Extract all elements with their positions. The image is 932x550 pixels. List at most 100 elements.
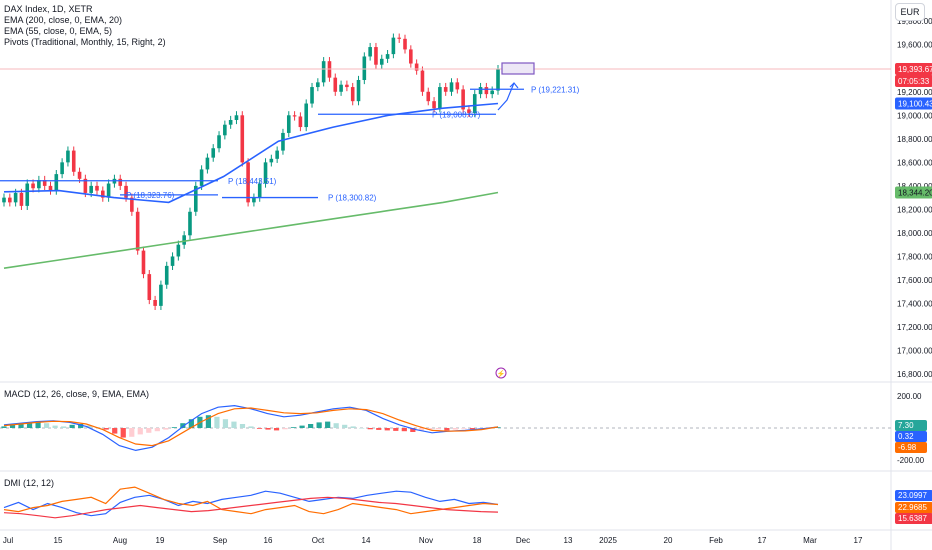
candle-body xyxy=(8,197,12,203)
candle-body xyxy=(199,169,204,186)
legend-ema200: EMA (200, close, 0, EMA, 20) xyxy=(4,15,123,25)
candle-body xyxy=(310,87,314,104)
x-tick-label: 14 xyxy=(362,536,371,545)
macd-bar xyxy=(129,428,135,437)
candle-body xyxy=(71,150,76,172)
y-tick-label: 18,000.00 xyxy=(897,229,932,238)
x-tick-label: 19 xyxy=(156,536,165,545)
macd-bar xyxy=(9,424,16,428)
ema200-value-label: 18,344.20 xyxy=(898,188,932,197)
legend-dmi: DMI (12, 12) xyxy=(4,478,55,488)
candle-body xyxy=(193,185,198,212)
macd-bar xyxy=(444,428,450,431)
candle-body xyxy=(31,183,35,189)
candle-body xyxy=(298,116,303,128)
pivot-label: P (18,323.76) xyxy=(126,191,175,200)
ema55-value-label: 19,100.43 xyxy=(898,99,932,108)
candle-body xyxy=(95,185,99,191)
macd-bar xyxy=(256,428,263,429)
dmi-value-label: 22.9685 xyxy=(898,503,927,512)
candle-body xyxy=(257,183,262,198)
candle-body xyxy=(19,192,24,206)
macd-bar xyxy=(452,428,459,430)
candle-body xyxy=(170,256,175,266)
currency-button[interactable]: EUR xyxy=(895,3,925,21)
y-tick-label: 17,000.00 xyxy=(897,347,932,356)
macd-bar xyxy=(325,421,331,428)
macd-bar xyxy=(418,428,424,431)
macd-bar xyxy=(435,428,441,430)
macd-bar xyxy=(248,426,254,428)
legend-title: DAX Index, 1D, XETR xyxy=(4,4,93,14)
macd-value-label: 0.32 xyxy=(898,432,914,441)
candle-body xyxy=(461,89,465,110)
macd-bar xyxy=(171,427,177,428)
macd-bar xyxy=(367,428,373,430)
y-tick-label: 16,800.00 xyxy=(897,370,932,379)
macd-bar xyxy=(120,428,126,438)
x-tick-label: Mar xyxy=(803,536,817,545)
macd-bar xyxy=(137,428,143,435)
candle-body xyxy=(147,274,152,300)
ema55-value-label-box xyxy=(895,97,932,110)
macd-bar xyxy=(205,415,212,428)
candle-body xyxy=(13,192,18,203)
candle-body xyxy=(164,265,169,285)
ema200-line xyxy=(3,191,499,269)
candle-body xyxy=(391,37,396,55)
macd-value-label: 7.30 xyxy=(898,421,914,430)
candle-body xyxy=(83,178,88,193)
macd-bar xyxy=(359,428,365,429)
candle-body xyxy=(124,185,128,198)
macd-bar xyxy=(384,428,390,431)
pivot-label: P (19,221.31) xyxy=(531,85,580,94)
ema200-value-label-box xyxy=(895,186,932,199)
macd-bar xyxy=(316,422,322,428)
candle-body xyxy=(321,61,326,83)
candle-body xyxy=(333,77,338,92)
candle-body xyxy=(362,56,367,80)
candle-body xyxy=(205,157,210,170)
macd-bar xyxy=(273,428,280,431)
last-price-label-box xyxy=(895,62,932,75)
macd-bar xyxy=(214,416,220,428)
candle-body xyxy=(66,150,70,163)
y-tick-label: 18,800.00 xyxy=(897,135,932,144)
candle-body xyxy=(345,84,349,88)
macd-value-box xyxy=(895,420,927,431)
macd-bar xyxy=(103,428,109,430)
candle-body xyxy=(240,115,245,163)
macd-bar xyxy=(265,428,271,430)
y-tick-label: 18,200.00 xyxy=(897,205,932,214)
candle-body xyxy=(472,94,477,113)
x-tick-label: 17 xyxy=(758,536,767,545)
candle-body xyxy=(223,124,227,136)
candle-body xyxy=(356,80,361,102)
macd-y-tick: 200.00 xyxy=(897,392,922,401)
candle-body xyxy=(385,54,390,59)
candle-body xyxy=(490,90,494,95)
last-price-label: 19,393.67 xyxy=(898,65,932,74)
candle-body xyxy=(37,180,41,189)
dmi-line-1 xyxy=(3,490,499,517)
candle-body xyxy=(269,158,274,163)
candle-body xyxy=(159,284,163,306)
candle-body xyxy=(153,300,157,306)
macd-bar xyxy=(86,425,92,428)
candle-body xyxy=(106,183,111,198)
macd-bar xyxy=(163,428,169,430)
macd-line xyxy=(3,404,499,452)
candle-body xyxy=(54,174,59,191)
macd-bar xyxy=(461,428,467,429)
candle-body xyxy=(60,162,64,175)
y-tick-label: 17,800.00 xyxy=(897,252,932,261)
macd-bar xyxy=(308,424,314,428)
x-tick-label: Dec xyxy=(516,536,530,545)
candle-body xyxy=(449,82,454,92)
macd-bar xyxy=(180,423,186,428)
dmi-value-box xyxy=(895,490,932,501)
macd-bar xyxy=(239,424,246,428)
countdown-label: 07:05:33 xyxy=(898,77,930,86)
candle-body xyxy=(403,38,407,50)
